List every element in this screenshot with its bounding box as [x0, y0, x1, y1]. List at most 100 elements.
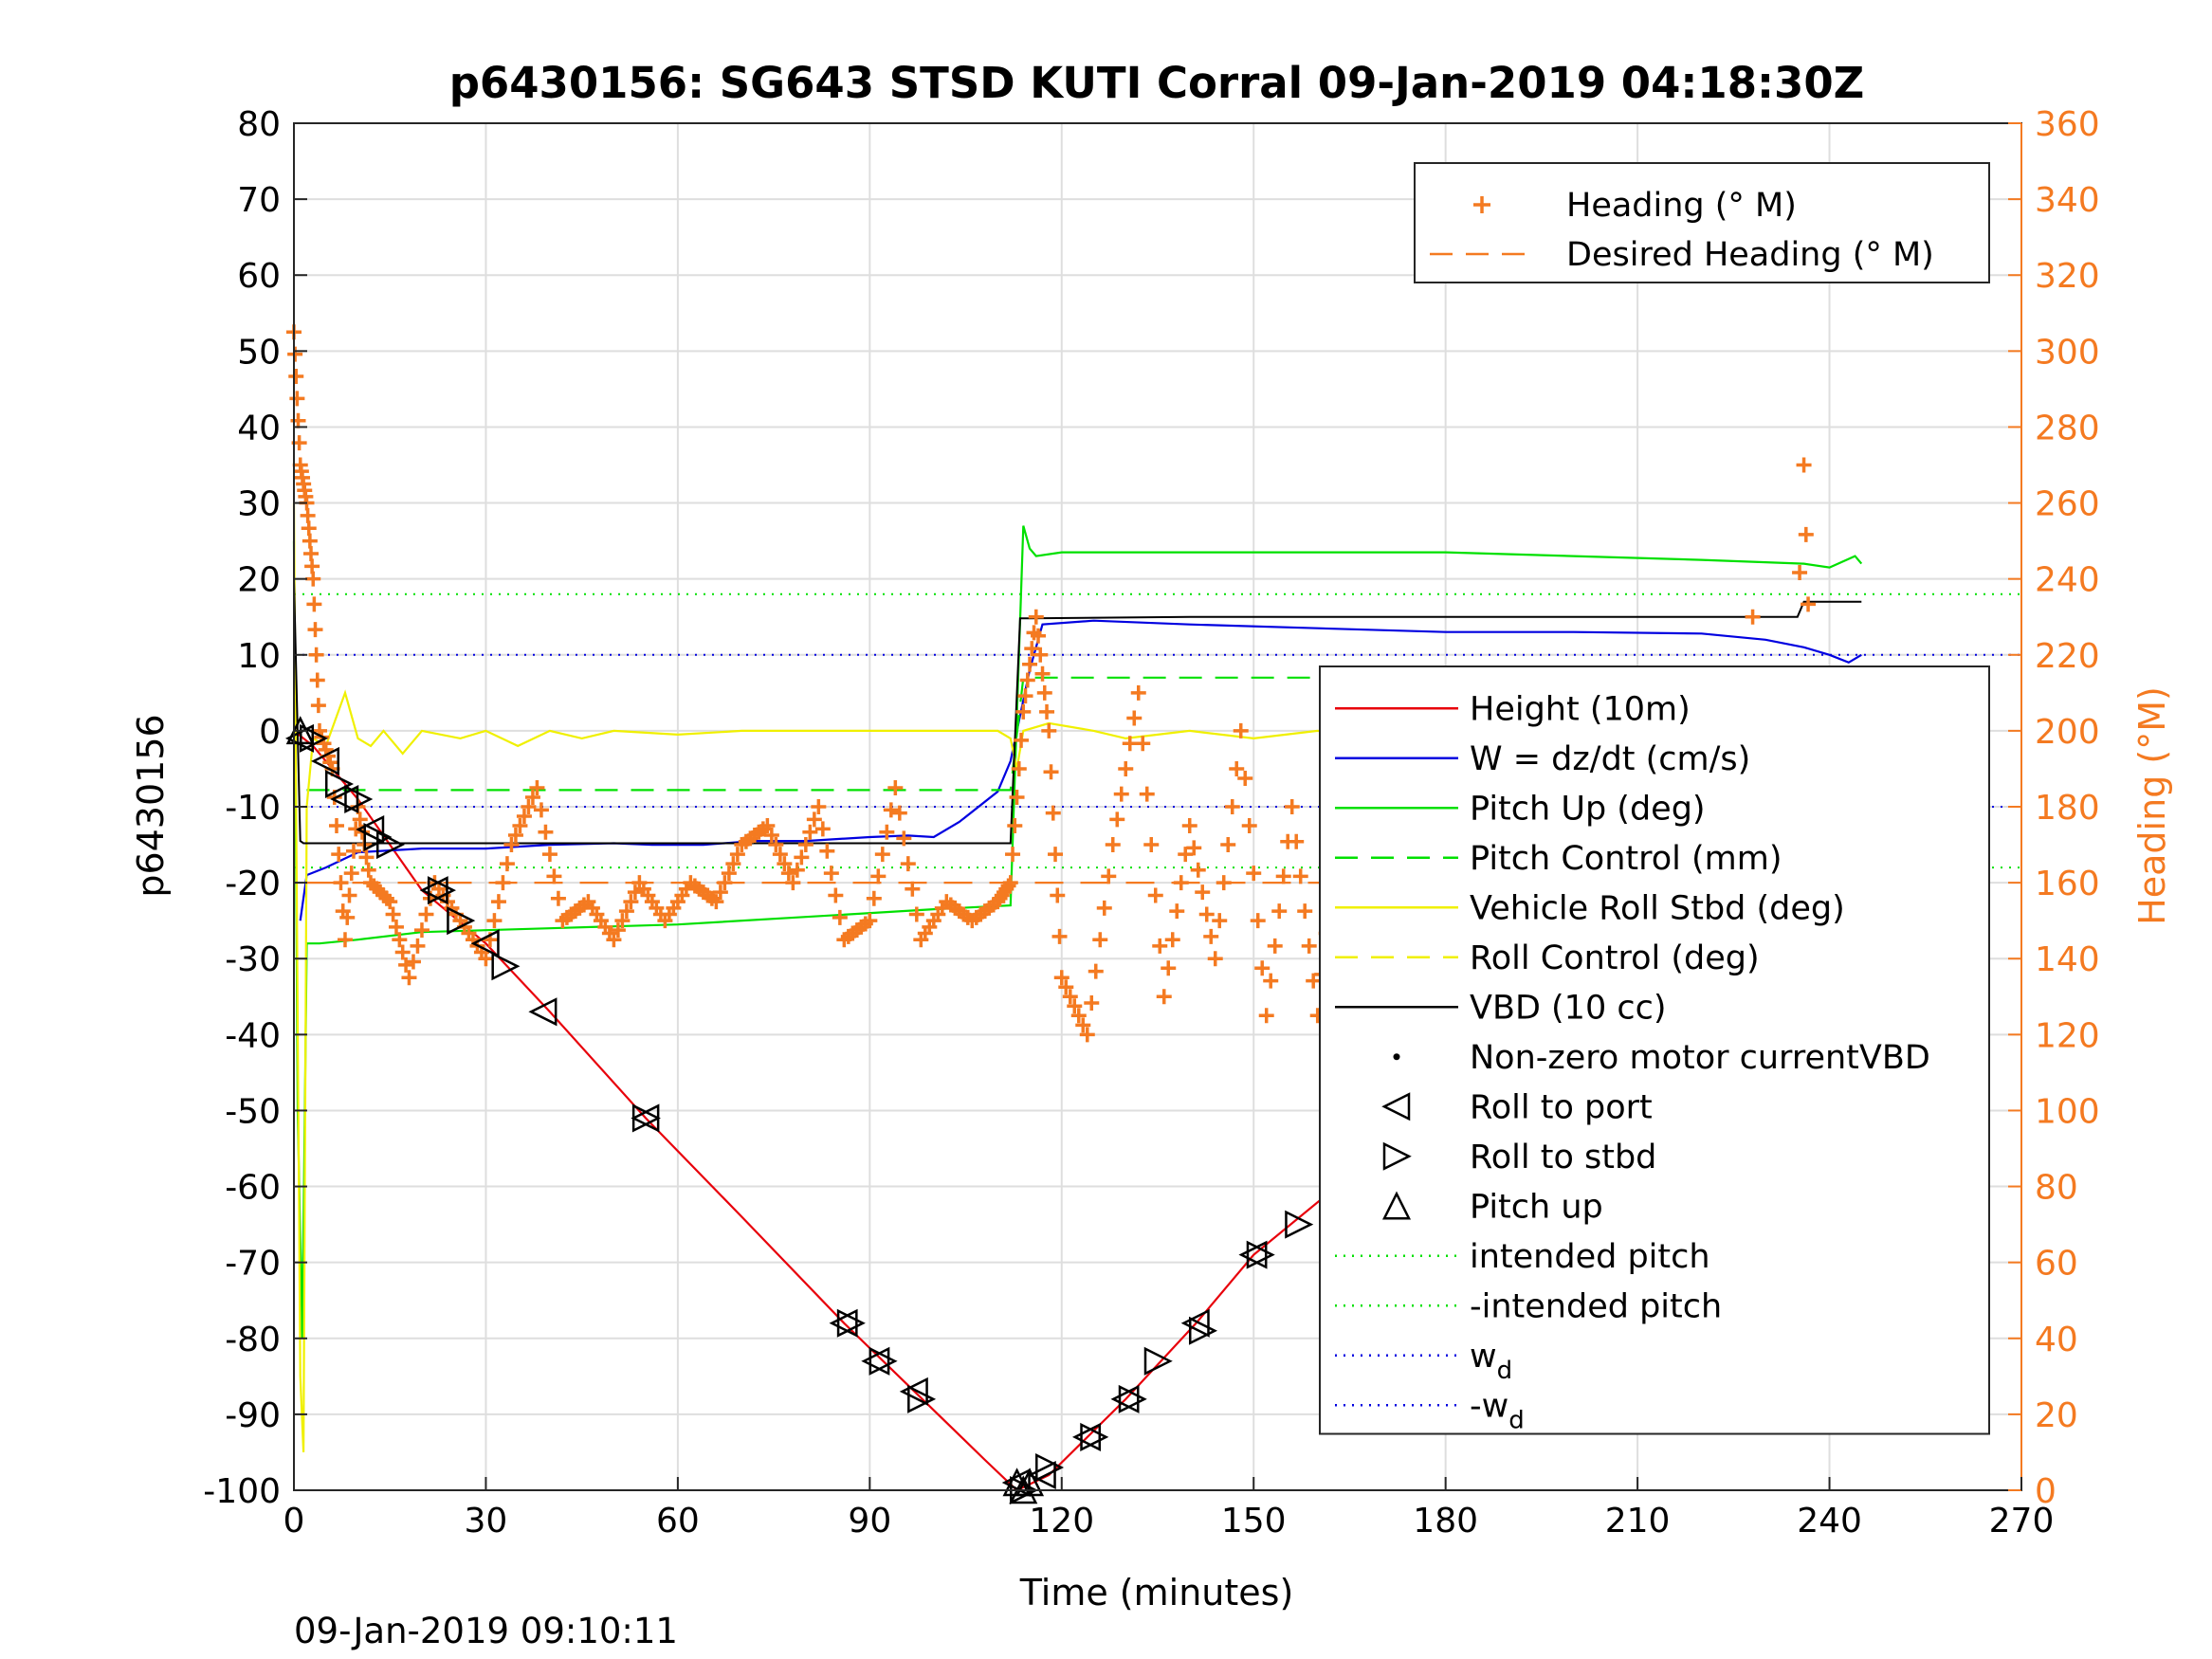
- heading-point: [401, 970, 417, 986]
- legend-label-sub: d: [1497, 1357, 1513, 1385]
- heading-point: [1122, 736, 1138, 752]
- heading-point: [1267, 938, 1283, 954]
- roll-to-port-marker: [419, 876, 448, 905]
- heading-point: [1015, 703, 1032, 720]
- pitch-up-marker: [1381, 1191, 1412, 1220]
- x-tick-label: 30: [465, 1502, 508, 1540]
- roll-to-stbd-marker: [344, 784, 374, 814]
- heading-point: [385, 906, 401, 922]
- heading-point: [1075, 1017, 1091, 1033]
- heading-point: [1801, 596, 1817, 612]
- y-tick-label-left: 20: [237, 561, 281, 600]
- roll-to-port-marker: [1027, 1460, 1056, 1490]
- legend-label: Vehicle Roll Stbd (deg): [1470, 889, 1845, 927]
- heading-point: [802, 824, 818, 840]
- heading-point: [550, 890, 566, 906]
- y-tick-label-right: 340: [2035, 181, 2100, 220]
- x-tick-label: 120: [1029, 1502, 1094, 1540]
- roll-to-port-marker: [1238, 1240, 1268, 1269]
- roll-to-stbd-marker: [836, 1308, 866, 1338]
- heading-point: [388, 919, 404, 935]
- heading-point: [328, 818, 344, 834]
- roll-to-stbd-marker: [299, 723, 329, 753]
- heading-point: [1292, 868, 1308, 884]
- heading-point: [1164, 932, 1180, 948]
- heading-point: [352, 811, 368, 828]
- heading-point: [302, 545, 319, 561]
- y-tick-label-right: 100: [2035, 1092, 2100, 1131]
- y-tick-label-left: -80: [225, 1321, 281, 1359]
- y-tick-label-right: 360: [2035, 105, 2100, 144]
- heading-point: [1067, 998, 1083, 1014]
- roll-to-port-marker: [861, 1346, 890, 1376]
- heading-point: [533, 802, 549, 818]
- y-axis-label-right: Heading (°M): [2131, 686, 2173, 925]
- heading-point: [333, 875, 349, 891]
- heading-point: [1181, 818, 1197, 834]
- heading-point: [1092, 932, 1108, 948]
- roll-to-port-marker: [356, 815, 385, 845]
- y-tick-label-left: -30: [225, 940, 281, 979]
- heading-point: [811, 799, 827, 814]
- roll-to-port-marker: [470, 929, 500, 958]
- heading-point: [879, 824, 895, 840]
- heading-point: [905, 881, 921, 897]
- roll-to-port-marker: [310, 746, 339, 775]
- heading-point: [1301, 938, 1317, 954]
- heading-point: [874, 847, 890, 863]
- heading-point: [759, 818, 776, 834]
- heading-point: [1156, 989, 1172, 1005]
- heading-point: [512, 818, 528, 834]
- heading-point: [304, 558, 320, 574]
- heading-point: [1284, 799, 1300, 814]
- legend-swatch: [1473, 196, 1490, 213]
- heading-point: [1250, 913, 1266, 929]
- heading-point: [360, 862, 376, 878]
- heading-point: [1017, 688, 1033, 704]
- heading-point: [1062, 989, 1078, 1005]
- chart-title: p6430156: SG643 STSD KUTI Corral 09-Jan-…: [449, 58, 1865, 108]
- heading-point: [1109, 811, 1125, 828]
- y-tick-label-left: 0: [259, 713, 281, 752]
- roll-to-stbd-marker: [1080, 1422, 1109, 1451]
- heading-point: [763, 828, 779, 844]
- y-tick-label-right: 0: [2035, 1472, 2057, 1511]
- legend-box: [1319, 665, 1990, 1435]
- heading-point: [1043, 764, 1059, 780]
- y-tick-label-left: 80: [237, 105, 281, 144]
- heading-point: [870, 868, 887, 884]
- heading-point: [883, 802, 899, 818]
- roll-to-stbd-marker: [1118, 1384, 1147, 1413]
- heading-point: [538, 824, 554, 840]
- heading-point: [486, 913, 503, 929]
- legend-label: Pitch Up (deg): [1470, 790, 1706, 828]
- heading-point: [1233, 722, 1249, 738]
- heading-point: [862, 913, 878, 929]
- legend-label: Roll Control (deg): [1470, 939, 1760, 977]
- x-tick-label: 240: [1797, 1502, 1862, 1540]
- legend-label: Height (10m): [1470, 690, 1691, 728]
- heading-point: [1271, 903, 1288, 920]
- heading-point: [708, 894, 724, 910]
- heading-point: [887, 779, 904, 795]
- heading-point: [1147, 887, 1163, 903]
- heading-point: [337, 932, 353, 948]
- heading-point: [866, 890, 882, 906]
- y-axis-right: 3603403203002802602402202001801601401201…: [2008, 105, 2100, 1511]
- heading-point: [1306, 973, 1322, 989]
- series-vbd-10-cc: [293, 578, 1862, 845]
- heading-point: [1005, 847, 1021, 863]
- roll-to-stbd-marker: [1143, 1346, 1173, 1376]
- heading-point: [1011, 760, 1027, 776]
- y-tick-label-right: 280: [2035, 409, 2100, 447]
- timestamp-footer: 09-Jan-2019 09:10:11: [294, 1611, 678, 1651]
- y-tick-label-right: 320: [2035, 257, 2100, 296]
- heading-point: [478, 951, 494, 967]
- y-tick-label-left: -60: [225, 1169, 281, 1208]
- heading-point: [1229, 760, 1245, 776]
- heading-point: [418, 906, 434, 922]
- heading-point: [1113, 786, 1129, 802]
- x-axis-label: Time (minutes): [1019, 1572, 1294, 1613]
- heading-point: [490, 894, 506, 910]
- heading-point: [1143, 837, 1160, 853]
